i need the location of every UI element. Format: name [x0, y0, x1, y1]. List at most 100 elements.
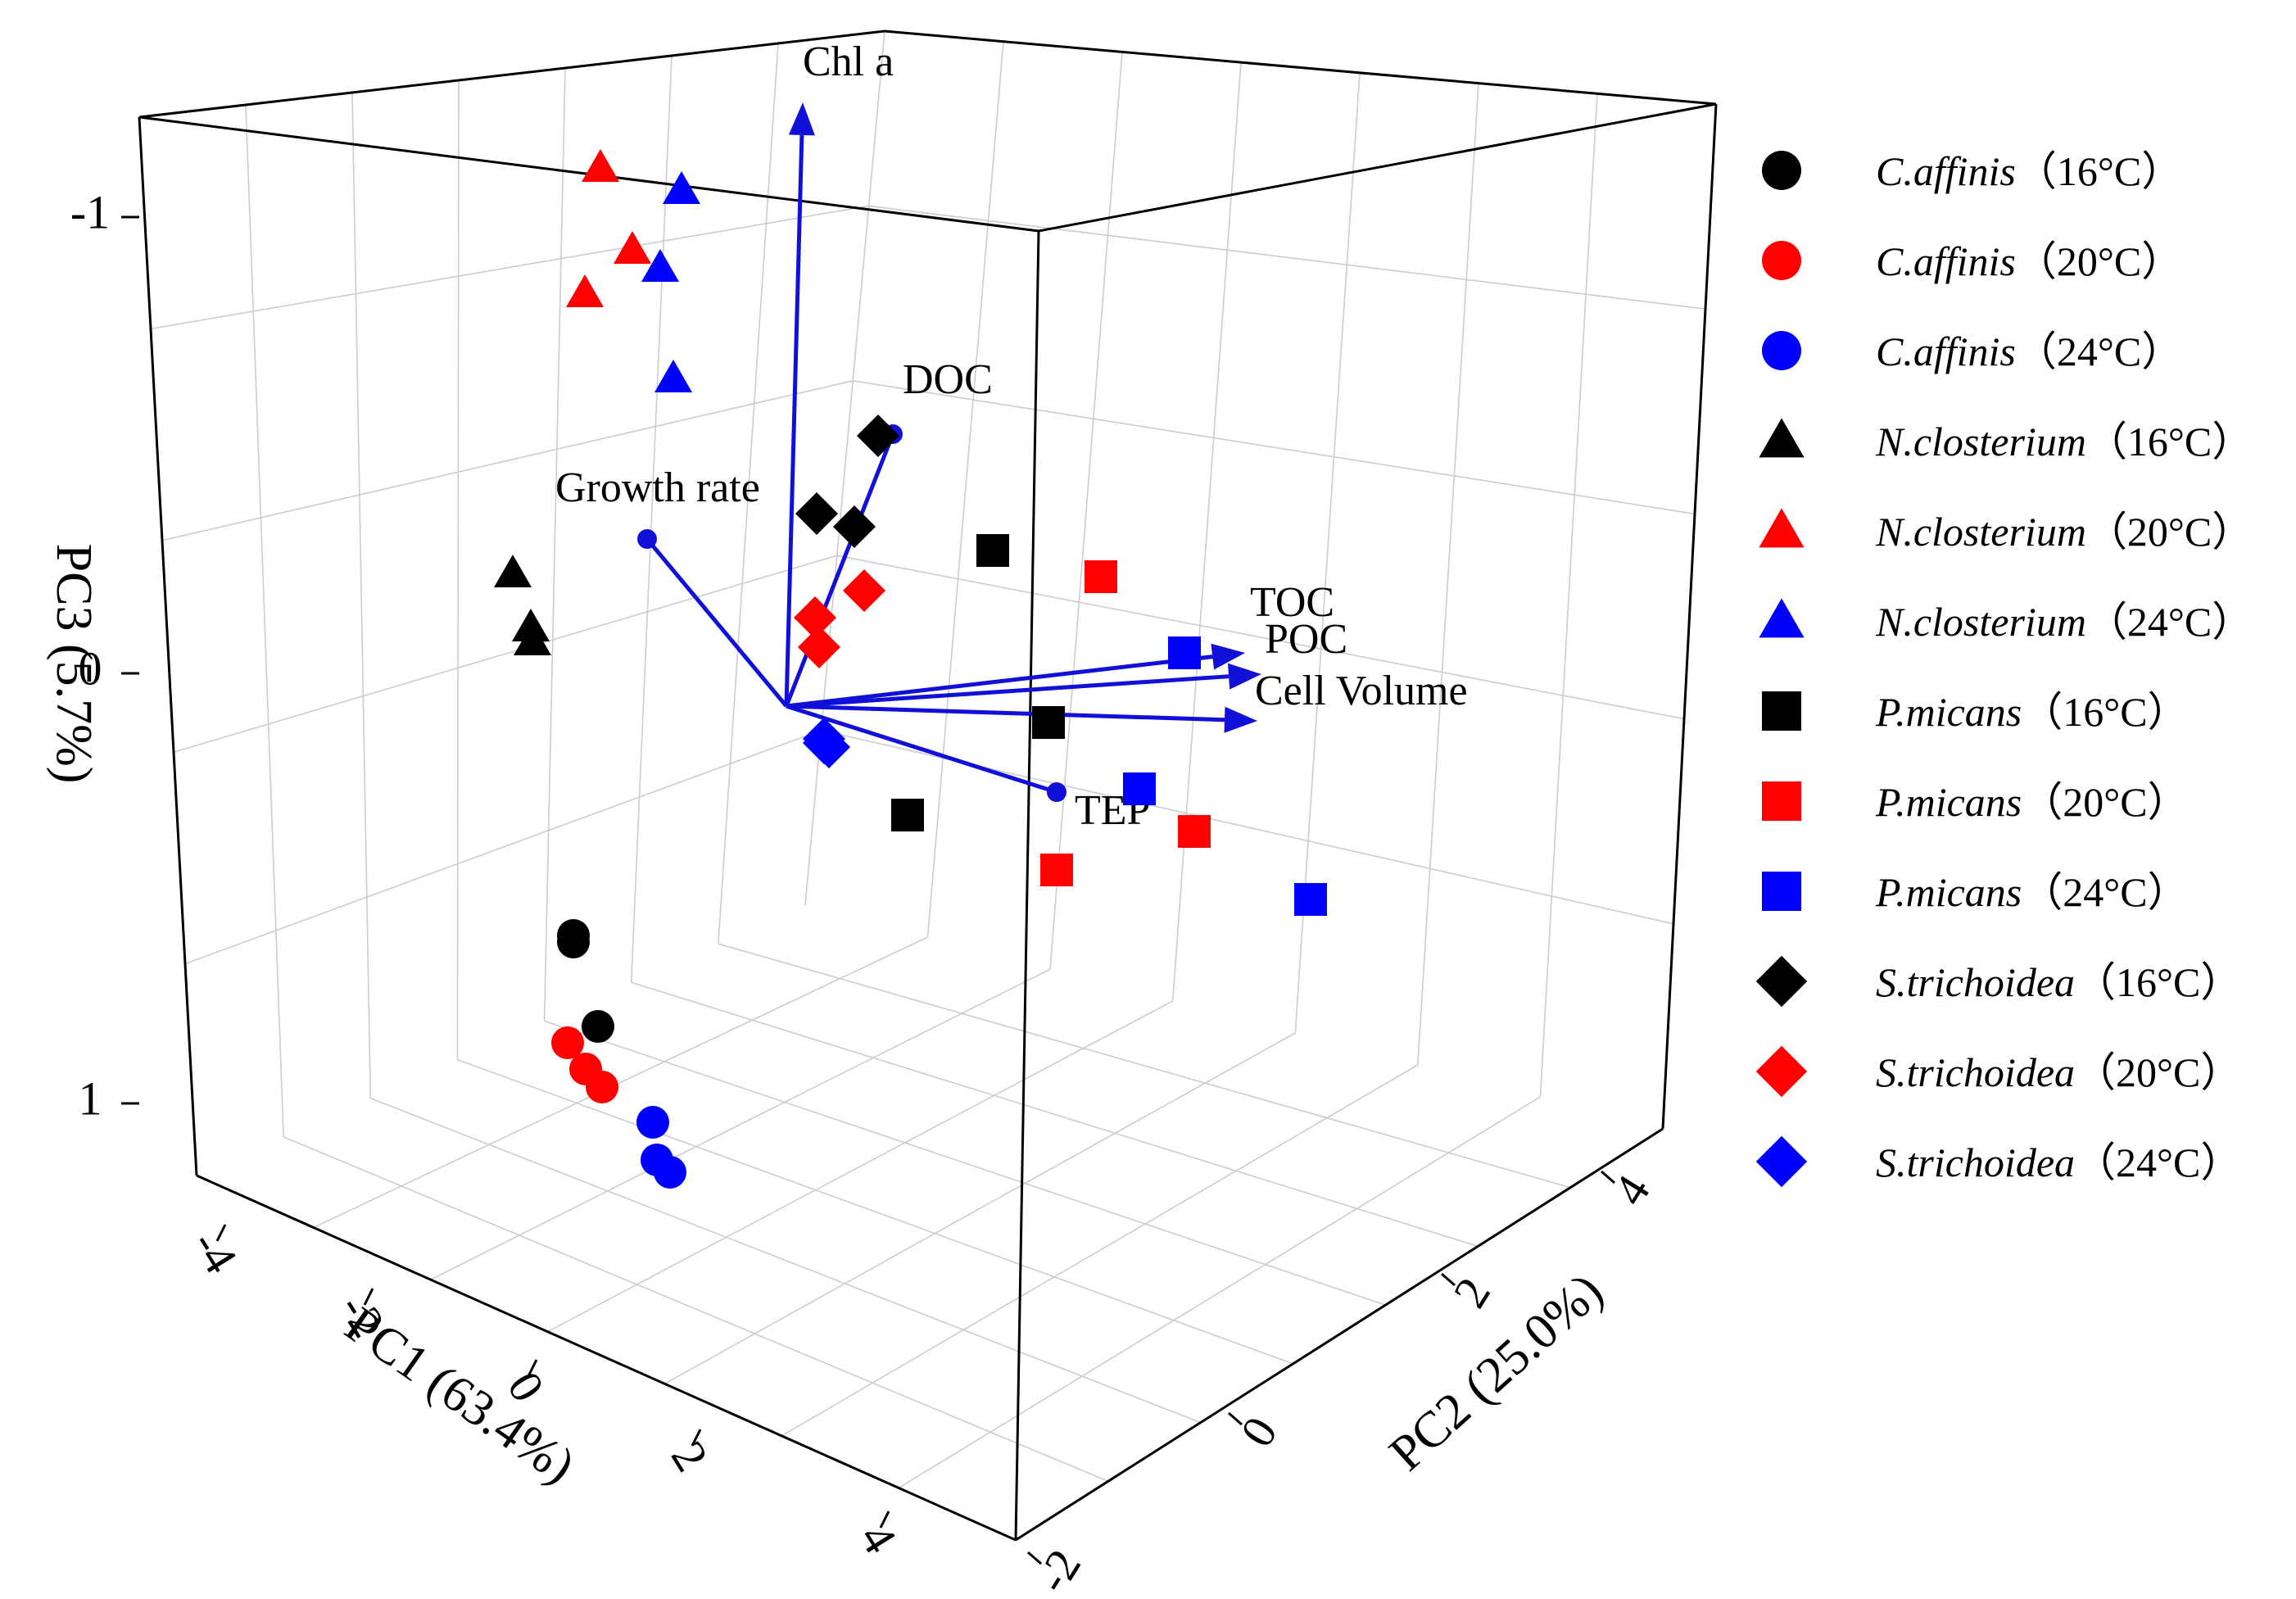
box-edge — [196, 1174, 1017, 1542]
data-point — [1294, 883, 1327, 916]
box-edge — [1014, 230, 1040, 1541]
legend-species: P.micans — [1875, 689, 2022, 735]
data-point — [803, 718, 845, 760]
legend-temp: （20°C） — [2086, 509, 2253, 555]
data-point — [1040, 854, 1073, 886]
z-tick-label: 0 — [79, 641, 102, 695]
legend-label: C.affinis（16°C） — [1876, 148, 2182, 194]
grid-line — [781, 1064, 1419, 1437]
legend-temp: （24°C） — [2016, 328, 2182, 374]
legend-temp: （20°C） — [2022, 779, 2188, 825]
y-tick-label: -2 — [1025, 1540, 1091, 1599]
chart-box — [138, 29, 1718, 1542]
grid-line — [351, 92, 372, 1098]
legend-temp: （20°C） — [2075, 1049, 2241, 1095]
data-point — [654, 360, 692, 392]
legend-species: S.trichoidea — [1876, 1139, 2075, 1185]
vector-label: Cell Volume — [1255, 668, 1468, 714]
grid-line — [718, 943, 1571, 1189]
legend-marker — [1762, 872, 1801, 911]
grid-line — [868, 205, 1706, 310]
x-tick — [527, 1359, 538, 1377]
x-tick — [363, 1288, 374, 1306]
data-point — [641, 249, 679, 282]
z-tick-label: -1 — [70, 185, 110, 238]
vector-arrowhead — [788, 102, 815, 136]
data-point — [582, 149, 619, 182]
data-point — [514, 623, 551, 655]
data-point — [586, 1071, 618, 1103]
grid-line — [630, 55, 672, 983]
legend-marker — [1759, 418, 1805, 458]
vector-line — [786, 674, 1230, 709]
grid-line — [173, 555, 838, 753]
vector-line — [645, 537, 788, 708]
data-point — [1085, 560, 1117, 593]
z-tick-label: 1 — [79, 1071, 102, 1125]
grid-line — [430, 968, 1051, 1280]
legend-temp: （24°C） — [2075, 1139, 2241, 1185]
legend-marker — [1762, 781, 1801, 821]
x-axis-title: PC1 (63.4%) — [335, 1297, 584, 1494]
legend-marker — [1762, 331, 1801, 370]
data-point — [551, 1026, 584, 1059]
legend-marker — [1755, 1135, 1808, 1188]
grid-line — [544, 1020, 1386, 1306]
data-point — [798, 626, 840, 668]
box-edge — [138, 29, 885, 119]
legend-label: N.closterium（16°C） — [1875, 419, 2253, 464]
legend-temp: （16°C） — [2022, 689, 2188, 735]
legend-temp: （16°C） — [2016, 148, 2182, 194]
legend-temp: （16°C） — [2075, 959, 2241, 1005]
legend-species: N.closterium — [1875, 509, 2086, 555]
grid-line — [161, 380, 854, 541]
y-tick — [1027, 1551, 1042, 1565]
vector-arrowhead — [1228, 663, 1261, 690]
grid-line — [1049, 52, 1123, 970]
legend-species: C.affinis — [1876, 238, 2016, 284]
grid-line — [283, 1136, 1109, 1483]
legend-species: C.affinis — [1876, 148, 2016, 194]
grid-line — [313, 936, 928, 1229]
grid-line — [836, 555, 1685, 720]
data-point — [614, 231, 651, 264]
grid-line — [898, 1096, 1541, 1489]
data-point — [512, 609, 550, 641]
x-tick — [215, 1224, 227, 1242]
data-point — [843, 569, 885, 612]
grid-line — [150, 205, 869, 330]
x-tick-label: -4 — [182, 1221, 248, 1282]
box-edge — [1661, 103, 1718, 1130]
data-point — [794, 596, 836, 639]
legend-species: P.micans — [1875, 779, 2022, 825]
legend-marker — [1762, 151, 1801, 190]
legend-temp: （16°C） — [2086, 419, 2253, 464]
data-point — [494, 555, 532, 587]
vector-arrowhead — [1224, 706, 1257, 733]
x-tick — [691, 1429, 702, 1447]
vector-label: TOC — [1250, 579, 1334, 626]
legend-temp: （20°C） — [2016, 238, 2182, 284]
vector-endpoint — [1047, 782, 1066, 802]
data-point — [1123, 772, 1156, 805]
grid-line — [853, 380, 1696, 515]
vector-label: Growth rate — [555, 464, 760, 511]
data-point — [1178, 815, 1211, 848]
legend-species: C.affinis — [1876, 328, 2016, 374]
legend-marker — [1759, 598, 1805, 638]
data-point — [857, 414, 899, 457]
legend-species: P.micans — [1875, 869, 2022, 915]
x-tick — [879, 1511, 890, 1529]
box-edge — [138, 116, 198, 1176]
grid-line — [456, 79, 460, 1060]
box-edge — [1038, 102, 1717, 233]
grid-line — [457, 1058, 1293, 1365]
grid-line — [1539, 93, 1598, 1098]
legend-marker — [1759, 508, 1805, 548]
legend-marker — [1762, 691, 1801, 731]
legend-label: P.micans（20°C） — [1875, 779, 2189, 825]
back-edge — [804, 30, 885, 906]
data-point — [976, 534, 1009, 567]
